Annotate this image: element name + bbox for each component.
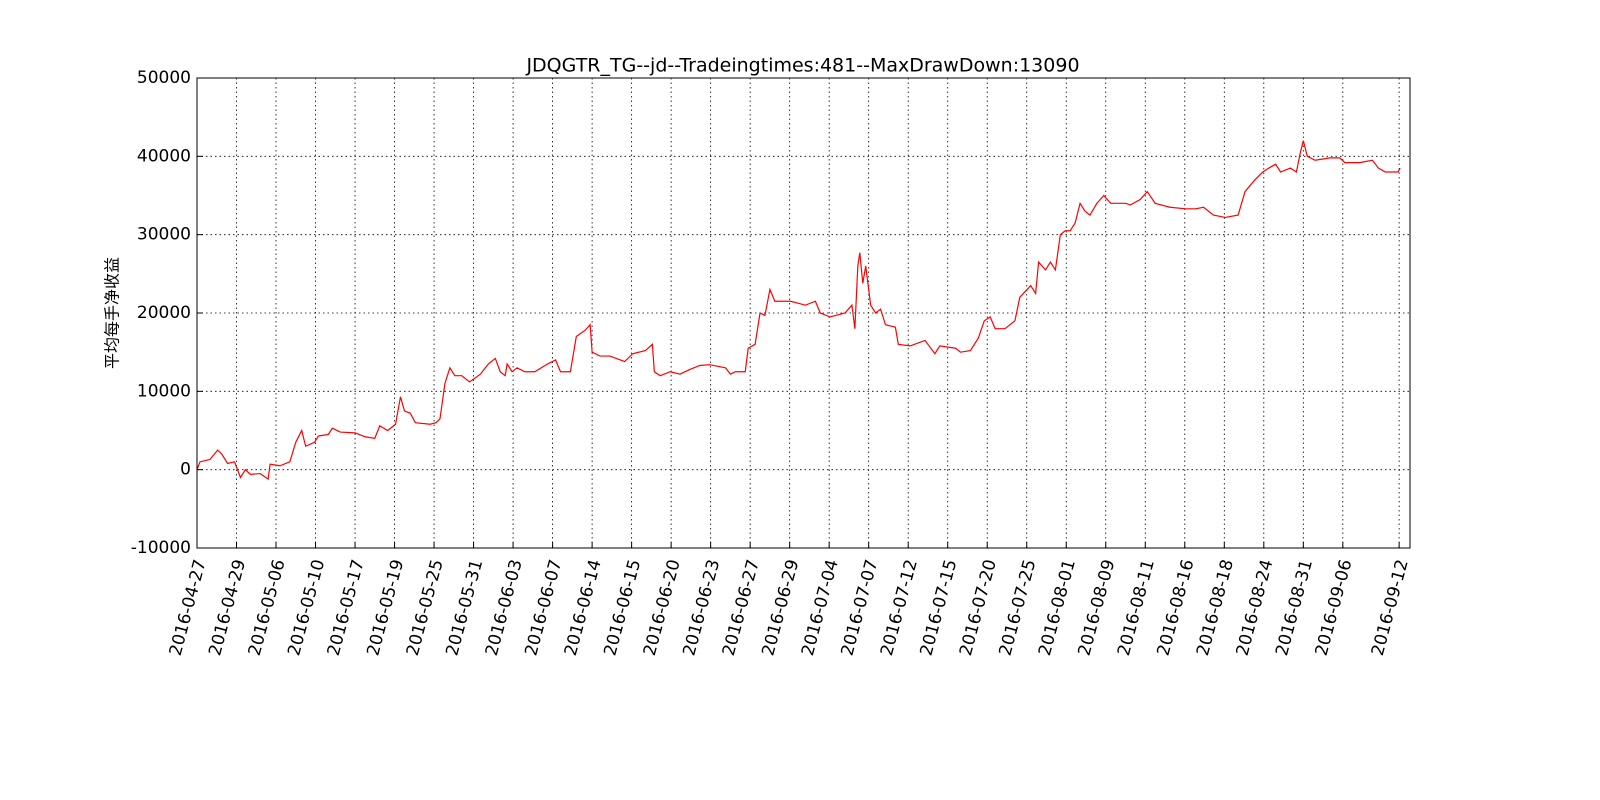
x-tick-label: 2016-07-07 [837, 557, 882, 658]
x-tick-label: 2016-08-09 [1075, 557, 1120, 658]
x-tick-label: 2016-08-01 [1035, 557, 1080, 658]
x-tick-label: 2016-05-19 [363, 557, 408, 658]
x-tick-label: 2016-05-31 [442, 557, 487, 658]
y-tick-label: 20000 [137, 303, 191, 323]
x-tick-label: 2016-08-11 [1114, 557, 1159, 658]
y-tick-label: 40000 [137, 146, 191, 166]
x-tick-label: 2016-07-15 [916, 557, 961, 658]
x-tick-label: 2016-06-23 [679, 557, 724, 658]
y-tick-label: 50000 [137, 68, 191, 88]
x-tick-label: 2016-08-18 [1193, 557, 1238, 658]
plot-frame [196, 77, 1411, 549]
x-tick-label: 2016-07-12 [877, 557, 922, 658]
y-tick-label: -10000 [131, 538, 191, 558]
y-tick-label: 0 [180, 460, 191, 480]
x-tick-label: 2016-05-25 [403, 557, 448, 658]
y-tick-label: 30000 [137, 225, 191, 245]
x-tick-label: 2016-04-27 [166, 557, 211, 658]
x-tick-label: 2016-09-06 [1312, 557, 1357, 658]
x-tick-label: 2016-06-20 [640, 557, 685, 658]
series-line [196, 140, 1401, 481]
y-axis-label: 平均每手净收益 [103, 257, 122, 369]
x-tick-label: 2016-08-24 [1233, 557, 1278, 658]
x-tick-label: 2016-07-25 [996, 557, 1041, 658]
x-tick-label: 2016-08-31 [1272, 557, 1317, 658]
x-tick-label: 2016-05-17 [324, 557, 369, 658]
x-tick-label: 2016-05-10 [284, 557, 329, 658]
x-tick-label: 2016-04-29 [205, 557, 250, 658]
x-tick-label: 2016-07-20 [956, 557, 1001, 658]
x-tick-label: 2016-06-07 [521, 557, 566, 658]
x-tick-label: 2016-07-04 [798, 557, 843, 658]
x-tick-label: 2016-06-03 [482, 557, 527, 658]
x-tick-label: 2016-06-27 [719, 557, 764, 658]
x-tick-label: 2016-06-14 [561, 557, 606, 658]
y-tick-label: 10000 [137, 381, 191, 401]
x-tick-label: 2016-05-06 [245, 557, 290, 658]
x-tick-label: 2016-08-16 [1154, 557, 1199, 658]
x-tick-label: 2016-09-12 [1368, 557, 1413, 658]
x-tick-label: 2016-06-15 [600, 557, 645, 658]
chart-title: JDQGTR_TG--jd--Tradeingtimes:481--MaxDra… [525, 55, 1079, 77]
x-tick-label: 2016-06-29 [758, 557, 803, 658]
